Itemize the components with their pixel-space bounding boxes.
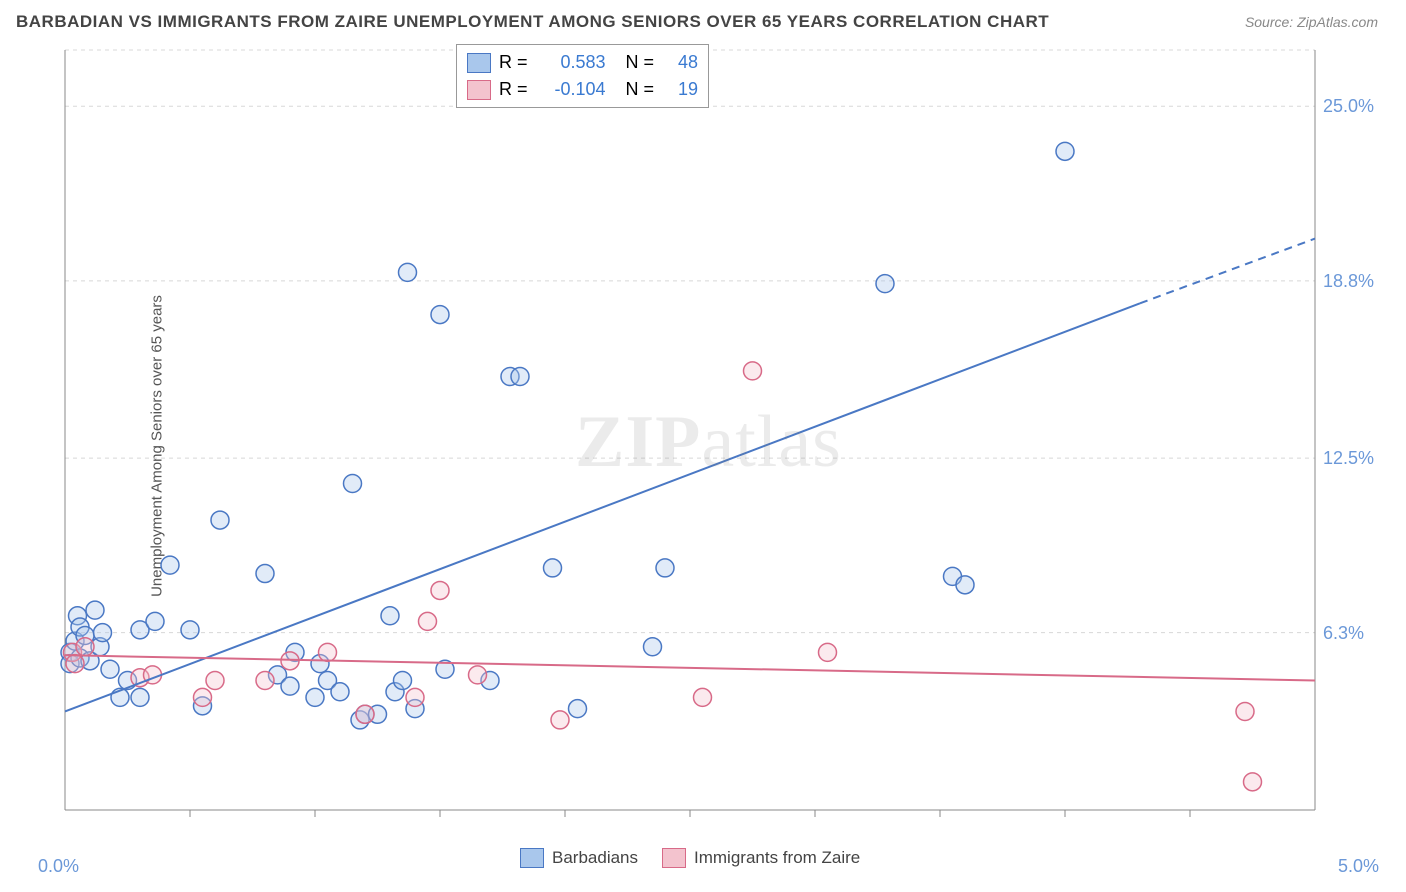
stat-N-label: N = (626, 49, 655, 76)
series-legend-item: Barbadians (520, 848, 638, 868)
source-attribution: Source: ZipAtlas.com (1245, 14, 1378, 30)
stat-R-value: 0.583 (536, 49, 606, 76)
y-tick-label: 18.8% (1323, 271, 1374, 292)
legend-swatch (662, 848, 686, 868)
stat-R-value: -0.104 (536, 76, 606, 103)
stat-R-label: R = (499, 49, 528, 76)
series-legend-label: Immigrants from Zaire (694, 848, 860, 868)
legend-swatch (467, 53, 491, 73)
y-tick-label: 12.5% (1323, 448, 1374, 469)
y-tick-label: 25.0% (1323, 96, 1374, 117)
legend-swatch (467, 80, 491, 100)
series-legend-label: Barbadians (552, 848, 638, 868)
stat-R-label: R = (499, 76, 528, 103)
plot-area: ZIPatlas 6.3%12.5%18.8%25.0% (55, 40, 1375, 840)
stats-legend-row: R = 0.583 N = 48 (467, 49, 698, 76)
stat-N-value: 19 (662, 76, 698, 103)
stat-N-value: 48 (662, 49, 698, 76)
y-tick-label: 6.3% (1323, 623, 1364, 644)
stat-N-label: N = (626, 76, 655, 103)
x-axis-max-label: 5.0% (1338, 856, 1379, 877)
legend-swatch (520, 848, 544, 868)
series-legend: Barbadians Immigrants from Zaire (520, 848, 860, 868)
x-axis-min-label: 0.0% (38, 856, 79, 877)
scatter-chart (55, 40, 1375, 840)
stats-legend-row: R = -0.104 N = 19 (467, 76, 698, 103)
chart-title: BARBADIAN VS IMMIGRANTS FROM ZAIRE UNEMP… (16, 12, 1049, 32)
series-legend-item: Immigrants from Zaire (662, 848, 860, 868)
stats-legend: R = 0.583 N = 48R = -0.104 N = 19 (456, 44, 709, 108)
